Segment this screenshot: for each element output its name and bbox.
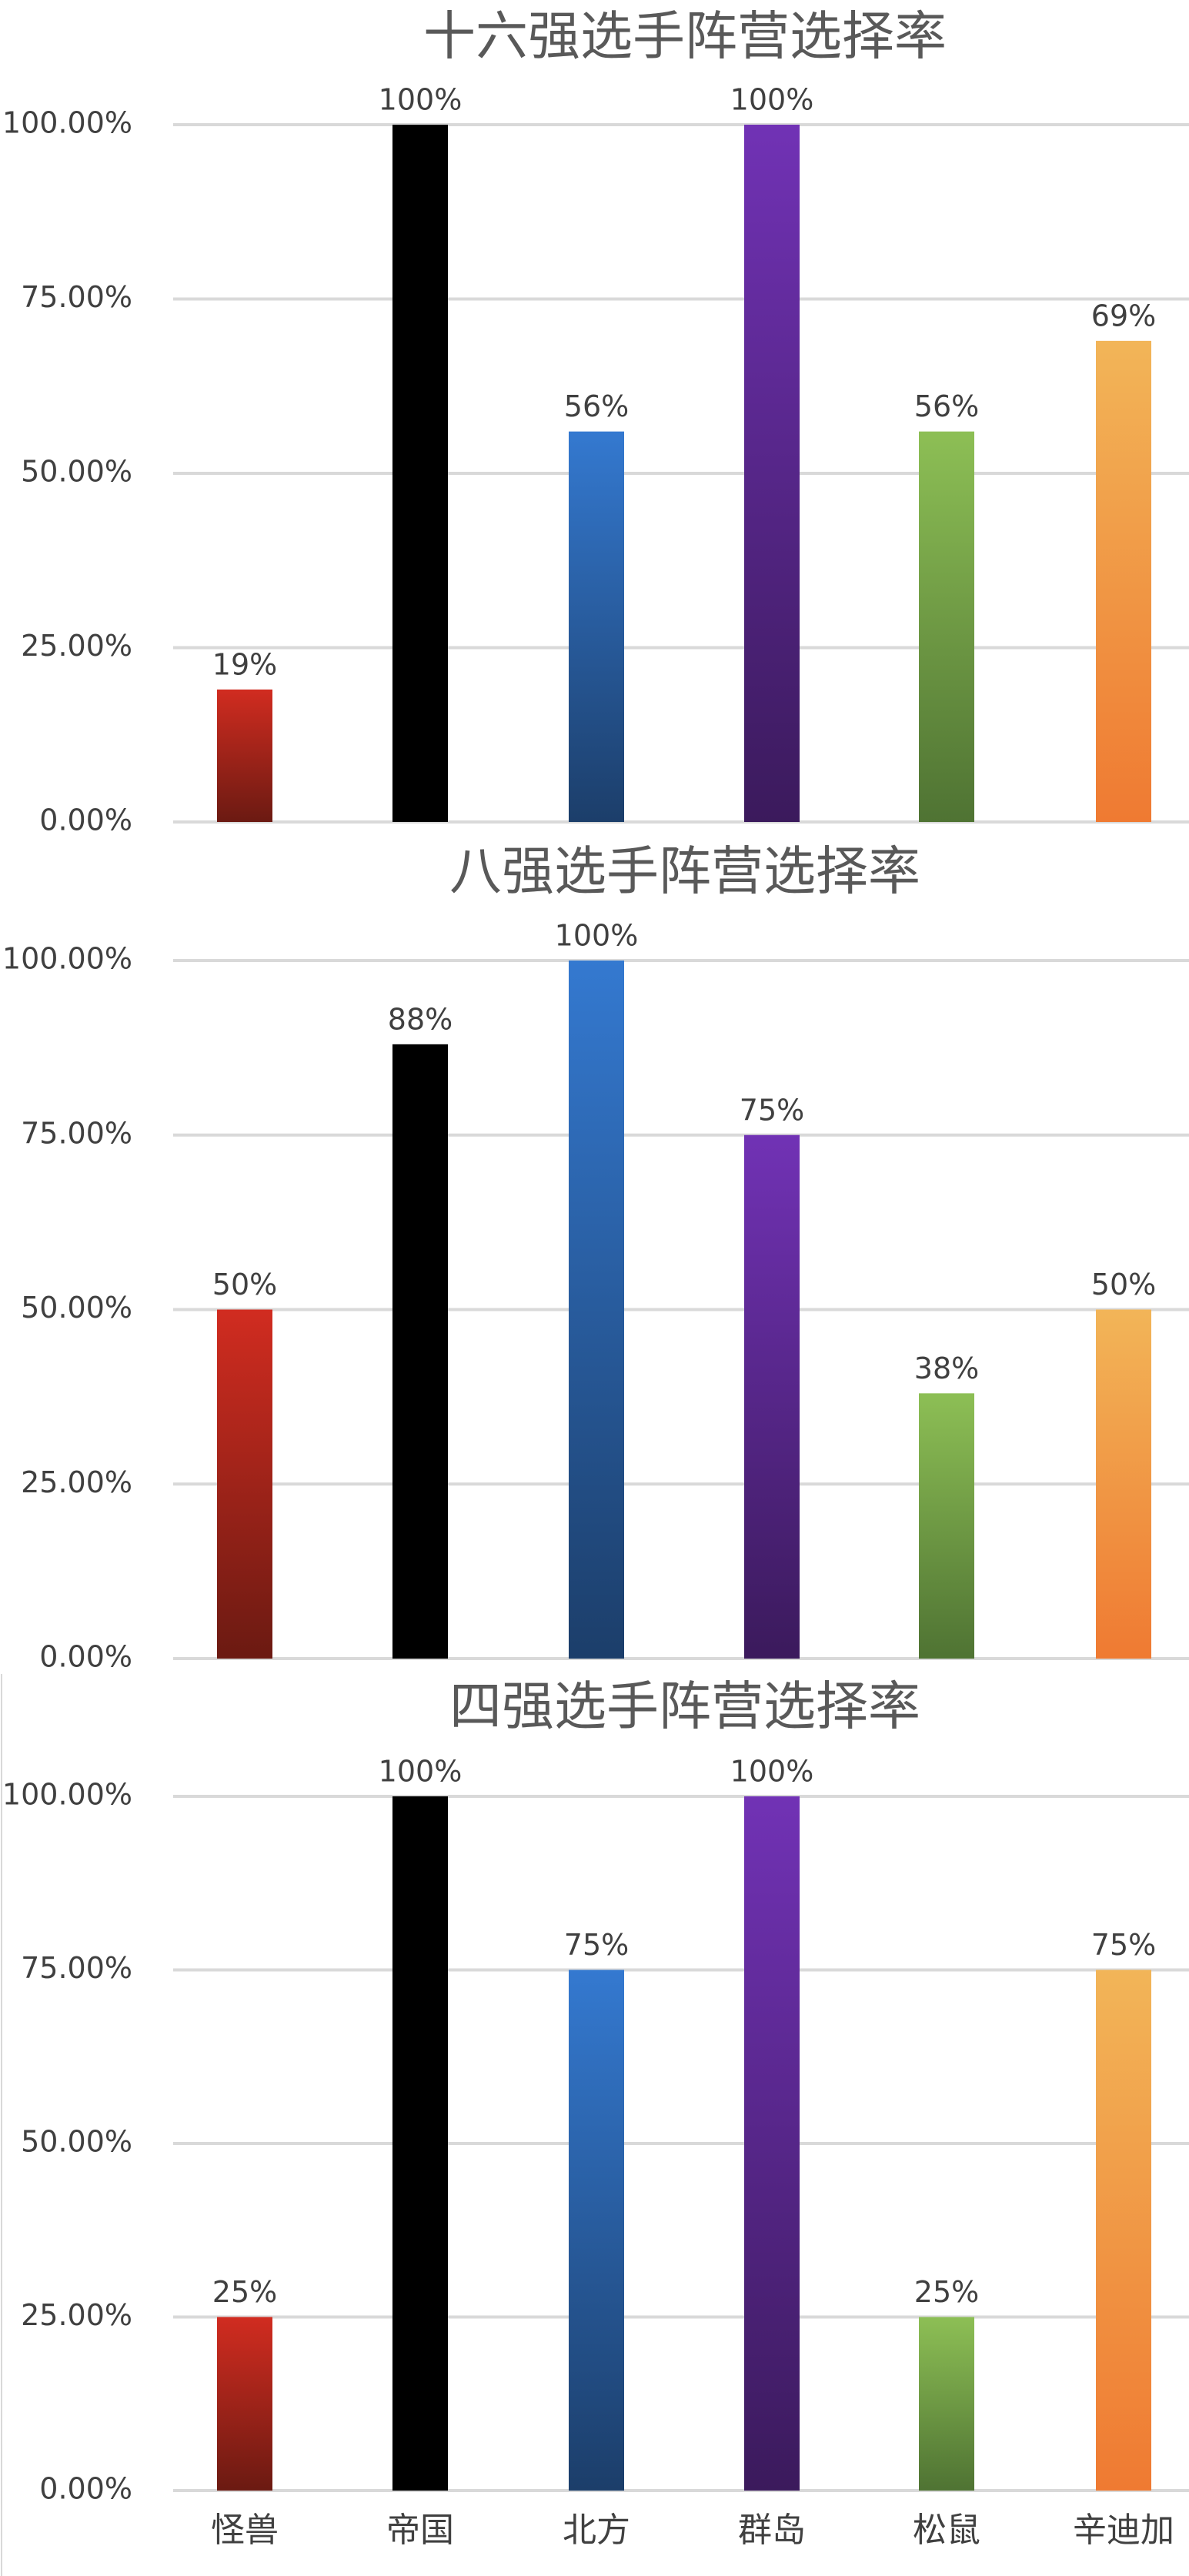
bar-squirrel [919, 431, 974, 822]
data-label-monster: 25% [212, 2275, 277, 2309]
data-label-squirrel: 25% [914, 2275, 979, 2309]
chart-title: 四强选手阵营选择率 [449, 1677, 920, 1738]
data-label-islands: 100% [730, 1755, 814, 1789]
data-label-empire: 88% [388, 1002, 453, 1036]
bar-empire [392, 1044, 448, 1659]
y-tick-label: 50.00% [21, 455, 132, 489]
y-tick-label: 50.00% [21, 1291, 132, 1325]
bar-monster [217, 2317, 272, 2491]
data-label-north: 75% [564, 1928, 629, 1962]
bar-empire [392, 1796, 448, 2491]
bar-syndicate [1096, 340, 1151, 822]
bar-north [569, 961, 624, 1659]
data-label-north: 56% [564, 389, 629, 423]
bar-islands [744, 1134, 800, 1659]
y-tick-label: 75.00% [21, 280, 132, 314]
bar-syndicate [1096, 1970, 1151, 2491]
bar-squirrel [919, 1393, 974, 1659]
y-tick-label: 0.00% [39, 2472, 132, 2506]
x-tick-label-monster: 怪兽 [211, 2511, 279, 2550]
y-tick-label: 25.00% [21, 2298, 132, 2332]
x-tick-label-syndicate: 辛迪加 [1073, 2511, 1174, 2550]
y-tick-label: 75.00% [21, 1116, 132, 1150]
data-label-syndicate: 69% [1091, 299, 1156, 332]
data-label-empire: 100% [379, 1755, 463, 1789]
bar-empire [392, 125, 448, 822]
y-tick-label: 25.00% [21, 629, 132, 663]
data-label-monster: 50% [212, 1268, 277, 1301]
bar-north [569, 1970, 624, 2491]
y-tick-label: 50.00% [21, 2125, 132, 2159]
data-label-syndicate: 75% [1091, 1928, 1156, 1962]
y-tick-label: 100.00% [2, 106, 132, 140]
x-tick-label-squirrel: 松鼠 [913, 2511, 980, 2550]
x-tick-label-empire: 帝国 [386, 2511, 454, 2550]
y-tick-label: 0.00% [39, 1640, 132, 1674]
y-tick-label: 25.00% [21, 1465, 132, 1499]
bar-north [569, 431, 624, 822]
data-label-islands: 100% [730, 83, 814, 117]
bar-monster [217, 689, 272, 822]
y-tick-label: 75.00% [21, 1951, 132, 1985]
bar-islands [744, 125, 800, 822]
chart-title: 十六强选手阵营选择率 [423, 7, 947, 68]
x-tick-label-islands: 群岛 [738, 2511, 806, 2550]
data-label-squirrel: 38% [914, 1351, 979, 1385]
bar-islands [744, 1796, 800, 2491]
chart-title: 八强选手阵营选择率 [449, 842, 920, 903]
data-label-syndicate: 50% [1091, 1268, 1156, 1301]
data-label-islands: 75% [740, 1093, 804, 1127]
data-label-empire: 100% [379, 83, 463, 117]
chart-panel-2: 八强选手阵营选择率 0.00% 25.00% 50.00% 75.00% 100.00% 5… [2, 842, 1189, 1674]
bar-squirrel [919, 2317, 974, 2491]
x-tick-label-north: 北方 [563, 2511, 630, 2550]
bar-monster [217, 1309, 272, 1659]
chart-panel-3: 四强选手阵营选择率 0.00% 25.00% 50.00% 75.00% 100.00% 2… [2, 1677, 1189, 2550]
data-label-squirrel: 56% [914, 389, 979, 423]
y-tick-label: 100.00% [2, 1778, 132, 1812]
data-label-monster: 19% [212, 647, 277, 681]
data-label-north: 100% [555, 919, 639, 953]
bar-syndicate [1096, 1309, 1151, 1659]
chart-panel-1: 十六强选手阵营选择率 0.00% 25.00% 50.00% 75.00% 100.00%… [2, 7, 1189, 837]
y-tick-label: 100.00% [2, 942, 132, 976]
y-tick-label: 0.00% [39, 804, 132, 837]
